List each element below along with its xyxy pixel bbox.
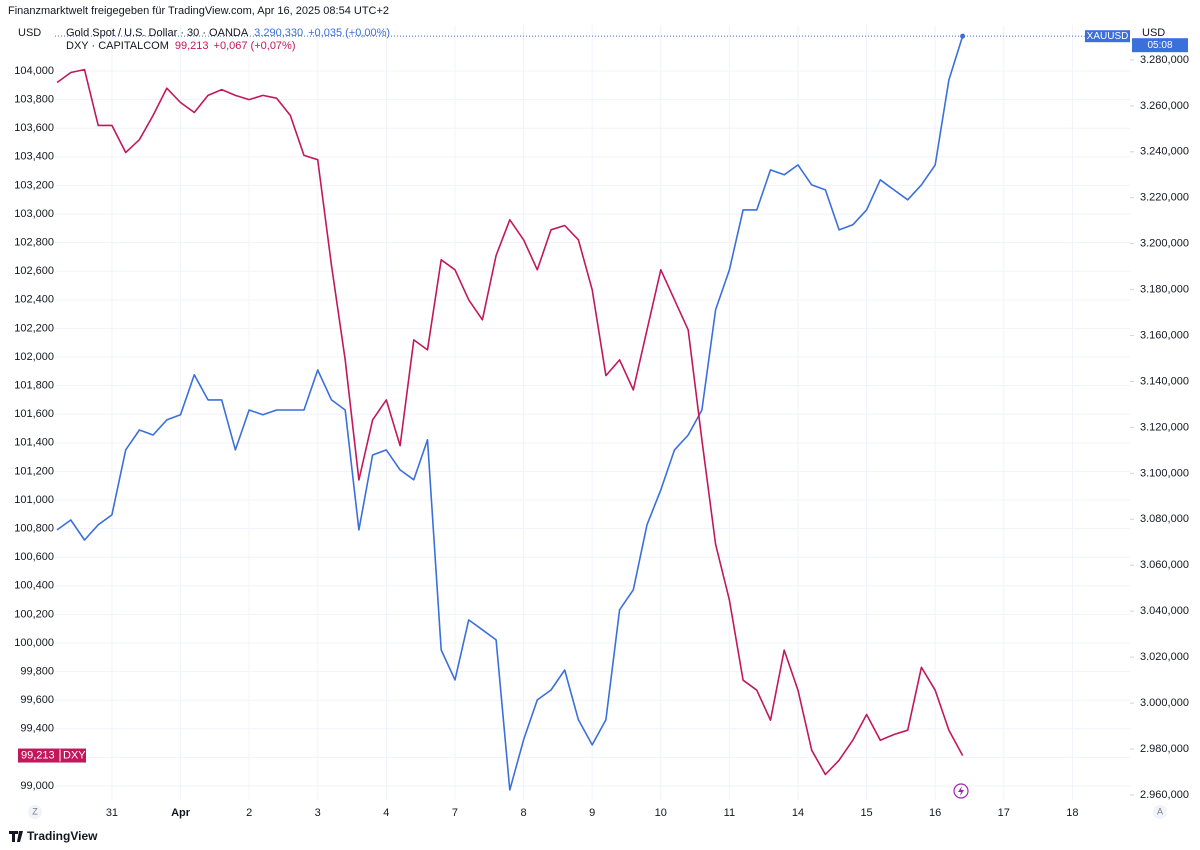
y2-tick-label: 3.040,000 (1140, 605, 1189, 617)
y2-tick-label: 3.100,000 (1140, 467, 1189, 479)
y-tick-label: 101,200 (14, 465, 54, 477)
y-tick-label: 103,000 (14, 208, 54, 220)
y-tick-label: 100,600 (14, 551, 54, 563)
x-tick-label: 9 (589, 807, 595, 819)
x-tick-label: Apr (171, 807, 191, 819)
y-tick-label: 100,400 (14, 580, 54, 592)
x-tick-label: 16 (929, 807, 941, 819)
y-tick-label: 103,400 (14, 151, 54, 163)
y-tick-label: 99,600 (20, 694, 54, 706)
y2-tick-label: 3.000,000 (1140, 697, 1189, 709)
x-tick-label: 17 (998, 807, 1010, 819)
y-tick-label: 102,800 (14, 237, 54, 249)
left-axis-unit: USD (18, 27, 41, 39)
tag-box (18, 748, 86, 763)
y2-tick-label: 3.060,000 (1140, 559, 1189, 571)
x-tick-label: 7 (452, 807, 458, 819)
y2-tick-label: 2.960,000 (1140, 789, 1189, 801)
y-tick-label: 101,600 (14, 408, 54, 420)
y2-tick-label: 3.180,000 (1140, 284, 1189, 296)
x-tick-label: 8 (520, 807, 526, 819)
y-tick-label: 102,000 (14, 351, 54, 363)
legend-value: 3.290,330 (254, 27, 303, 39)
y-tick-label: 103,200 (14, 179, 54, 191)
brand-logo (9, 831, 23, 842)
brand: TradingView (27, 829, 98, 843)
y2-tick-label: 3.020,000 (1140, 651, 1189, 663)
y2-tick-label: 3.220,000 (1140, 192, 1189, 204)
y-tick-label: 100,000 (14, 637, 54, 649)
x-tick-label: 4 (383, 807, 389, 819)
right-axis-unit: USD (1142, 27, 1165, 39)
y2-tick-label: 3.240,000 (1140, 146, 1189, 158)
y-tick-label: 102,200 (14, 322, 54, 334)
tag-box (1085, 30, 1130, 43)
x-tick-label: 15 (860, 807, 872, 819)
grid (55, 25, 1130, 800)
legend-entry: DXY · CAPITALCOM (66, 40, 169, 52)
series-line (56, 35, 964, 791)
legend-entry: Gold Spot / U.S. Dollar · 30 · OANDA (66, 27, 249, 39)
y-tick-label: 101,800 (14, 380, 54, 392)
scale-button[interactable] (28, 805, 42, 819)
scale-button-label[interactable]: A (1157, 806, 1163, 816)
legend-change: +0,035 (+0,00%) (308, 27, 390, 39)
tag-label: DXY (63, 749, 86, 761)
y-tick-label: 100,800 (14, 523, 54, 535)
y-tick-label: 102,400 (14, 294, 54, 306)
scale-button-label[interactable]: Z (32, 806, 38, 816)
x-tick-label: 2 (246, 807, 252, 819)
y2-tick-label: 3.280,000 (1140, 54, 1189, 66)
y-tick-label: 101,000 (14, 494, 54, 506)
y2-tick-label: 3.260,000 (1140, 100, 1189, 112)
y2-tick-label: 2.980,000 (1140, 743, 1189, 755)
caption: Finanzmarktwelt freigegeben für TradingV… (8, 5, 389, 17)
last-point (960, 33, 966, 39)
price-label: 99,213 (21, 749, 55, 761)
y-tick-label: 100,200 (14, 608, 54, 620)
x-tick-label: 3 (315, 807, 321, 819)
legend-change: +0,067 (+0,07%) (214, 40, 296, 52)
y-tick-label: 99,000 (20, 780, 54, 792)
y-tick-label: 103,800 (14, 94, 54, 106)
y-tick-label: 99,800 (20, 666, 54, 678)
y2-tick-label: 3.140,000 (1140, 375, 1189, 387)
x-tick-label: 18 (1066, 807, 1078, 819)
price-box (1132, 38, 1188, 53)
y2-tick-label: 3.200,000 (1140, 238, 1189, 250)
series-line (56, 68, 964, 776)
alert-bolt (958, 786, 964, 796)
y-tick-label: 104,000 (14, 65, 54, 77)
y-tick-label: 103,600 (14, 122, 54, 134)
scale-button[interactable] (1153, 805, 1167, 819)
legend-value: 99,213 (175, 40, 209, 52)
y-tick-label: 102,600 (14, 265, 54, 277)
x-tick-label: 31 (106, 807, 118, 819)
y-tick-label: 99,400 (20, 723, 54, 735)
x-tick-label: 10 (655, 807, 667, 819)
y2-tick-label: 3.120,000 (1140, 421, 1189, 433)
y-tick-label: 101,400 (14, 437, 54, 449)
x-tick-label: 11 (724, 807, 735, 819)
tag-label: XAUUSD (1087, 31, 1129, 42)
countdown: 05:08 (1147, 40, 1172, 51)
x-tick-label: 14 (792, 807, 804, 819)
y2-tick-label: 3.160,000 (1140, 329, 1189, 341)
y2-tick-label: 3.080,000 (1140, 513, 1189, 525)
